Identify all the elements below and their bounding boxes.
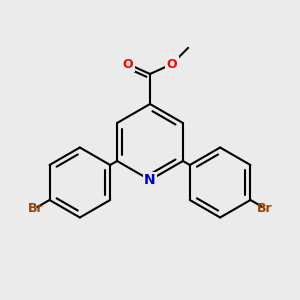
Text: O: O (123, 58, 133, 70)
Text: Br: Br (256, 202, 272, 214)
Text: Br: Br (28, 202, 44, 214)
Text: N: N (144, 173, 156, 187)
Text: O: O (167, 58, 177, 70)
